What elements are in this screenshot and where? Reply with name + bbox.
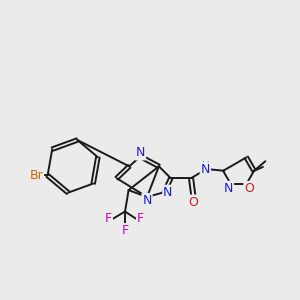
Text: N: N — [201, 163, 210, 176]
Text: N: N — [163, 186, 172, 199]
Text: N: N — [224, 182, 233, 195]
Text: F: F — [122, 224, 129, 237]
Text: O: O — [244, 182, 254, 195]
Text: H: H — [202, 161, 210, 171]
Text: Br: Br — [29, 169, 43, 182]
Text: O: O — [188, 196, 198, 208]
Text: F: F — [137, 212, 144, 226]
Text: N: N — [136, 146, 145, 160]
Text: N: N — [142, 194, 152, 207]
Text: F: F — [105, 212, 112, 226]
